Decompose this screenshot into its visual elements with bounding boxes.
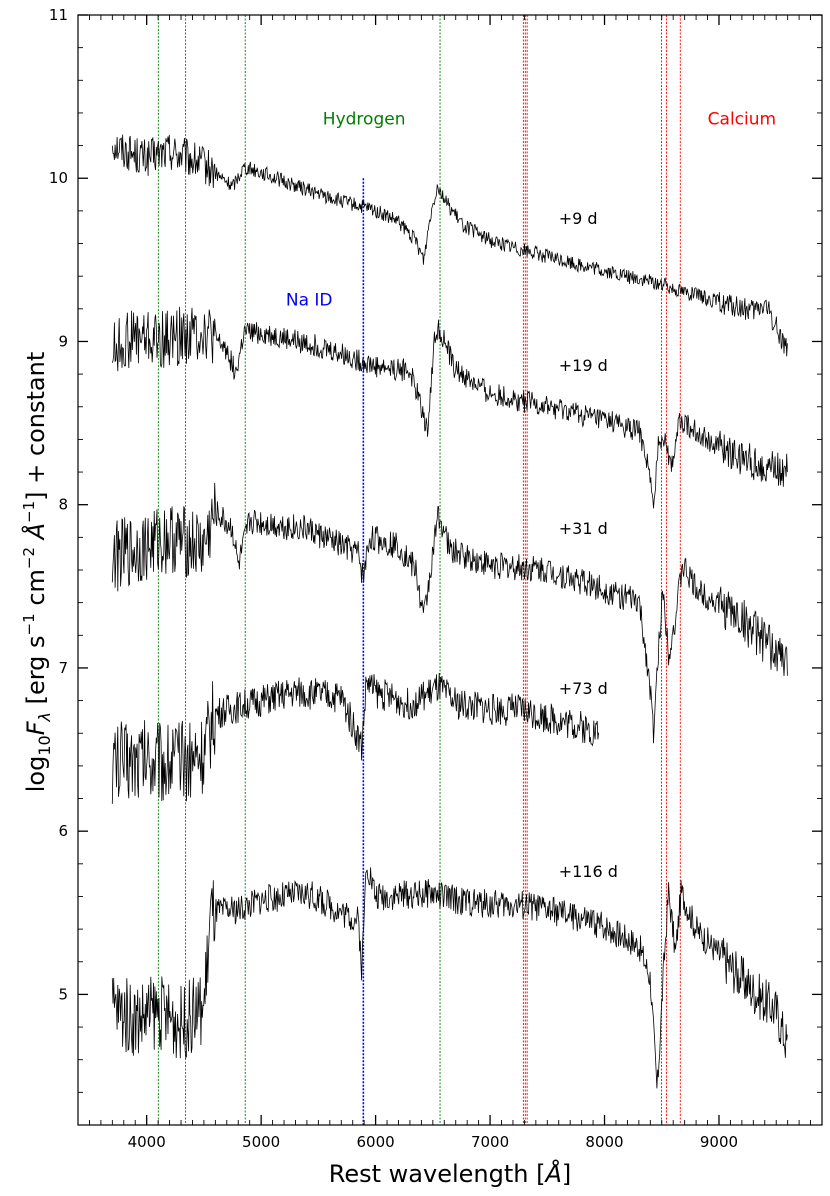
phase-label: +116 d <box>559 862 618 881</box>
annotation-na-id: Na ID <box>286 291 333 311</box>
annotations: Hydrogen Na ID Calcium +9 d +19 d +31 d +73 d +… <box>286 109 776 881</box>
phase-label: +73 d <box>559 679 608 698</box>
annotation-hydrogen: Hydrogen <box>323 109 406 129</box>
y-tick-label: 5 <box>58 985 68 1003</box>
series-19dd-spectrum <box>111 306 788 509</box>
x-tick-label: 6000 <box>357 1133 395 1151</box>
x-tick-label: 8000 <box>585 1133 623 1151</box>
y-tick-label: 8 <box>58 496 68 514</box>
y-tick-label: 9 <box>58 332 68 350</box>
x-tick-label: 4000 <box>128 1133 166 1151</box>
x-tick-label: 9000 <box>700 1133 738 1151</box>
x-tick-label: 7000 <box>471 1133 509 1151</box>
y-tick-label: 7 <box>58 659 68 677</box>
y-axis-label: log10Fλ [erg s−1 cm−2 Å−1] + constant <box>20 352 54 793</box>
y-tick-label: 10 <box>49 169 68 187</box>
series-116dd-spectrum <box>111 867 788 1089</box>
x-tick-label: 5000 <box>242 1133 280 1151</box>
phase-label: +19 d <box>559 356 608 375</box>
annotation-calcium: Calcium <box>708 109 776 129</box>
series-9dd-spectrum <box>111 134 788 357</box>
y-tick-label: 11 <box>49 6 68 24</box>
plot-frame <box>77 14 823 1126</box>
spectra-series <box>111 134 788 1089</box>
y-tick-label: 6 <box>58 822 68 840</box>
phase-label: +31 d <box>559 519 608 538</box>
phase-label: +9 d <box>559 209 598 228</box>
axis-ticks: 4000 5000 6000 7000 8000 9000 5 6 7 8 9 10 11 <box>49 6 822 1151</box>
plot-border <box>77 14 823 1126</box>
series-31dd-spectrum <box>111 482 788 744</box>
series-73dd-spectrum <box>111 672 599 804</box>
x-axis-label: Rest wavelength [Å] <box>329 1159 572 1188</box>
